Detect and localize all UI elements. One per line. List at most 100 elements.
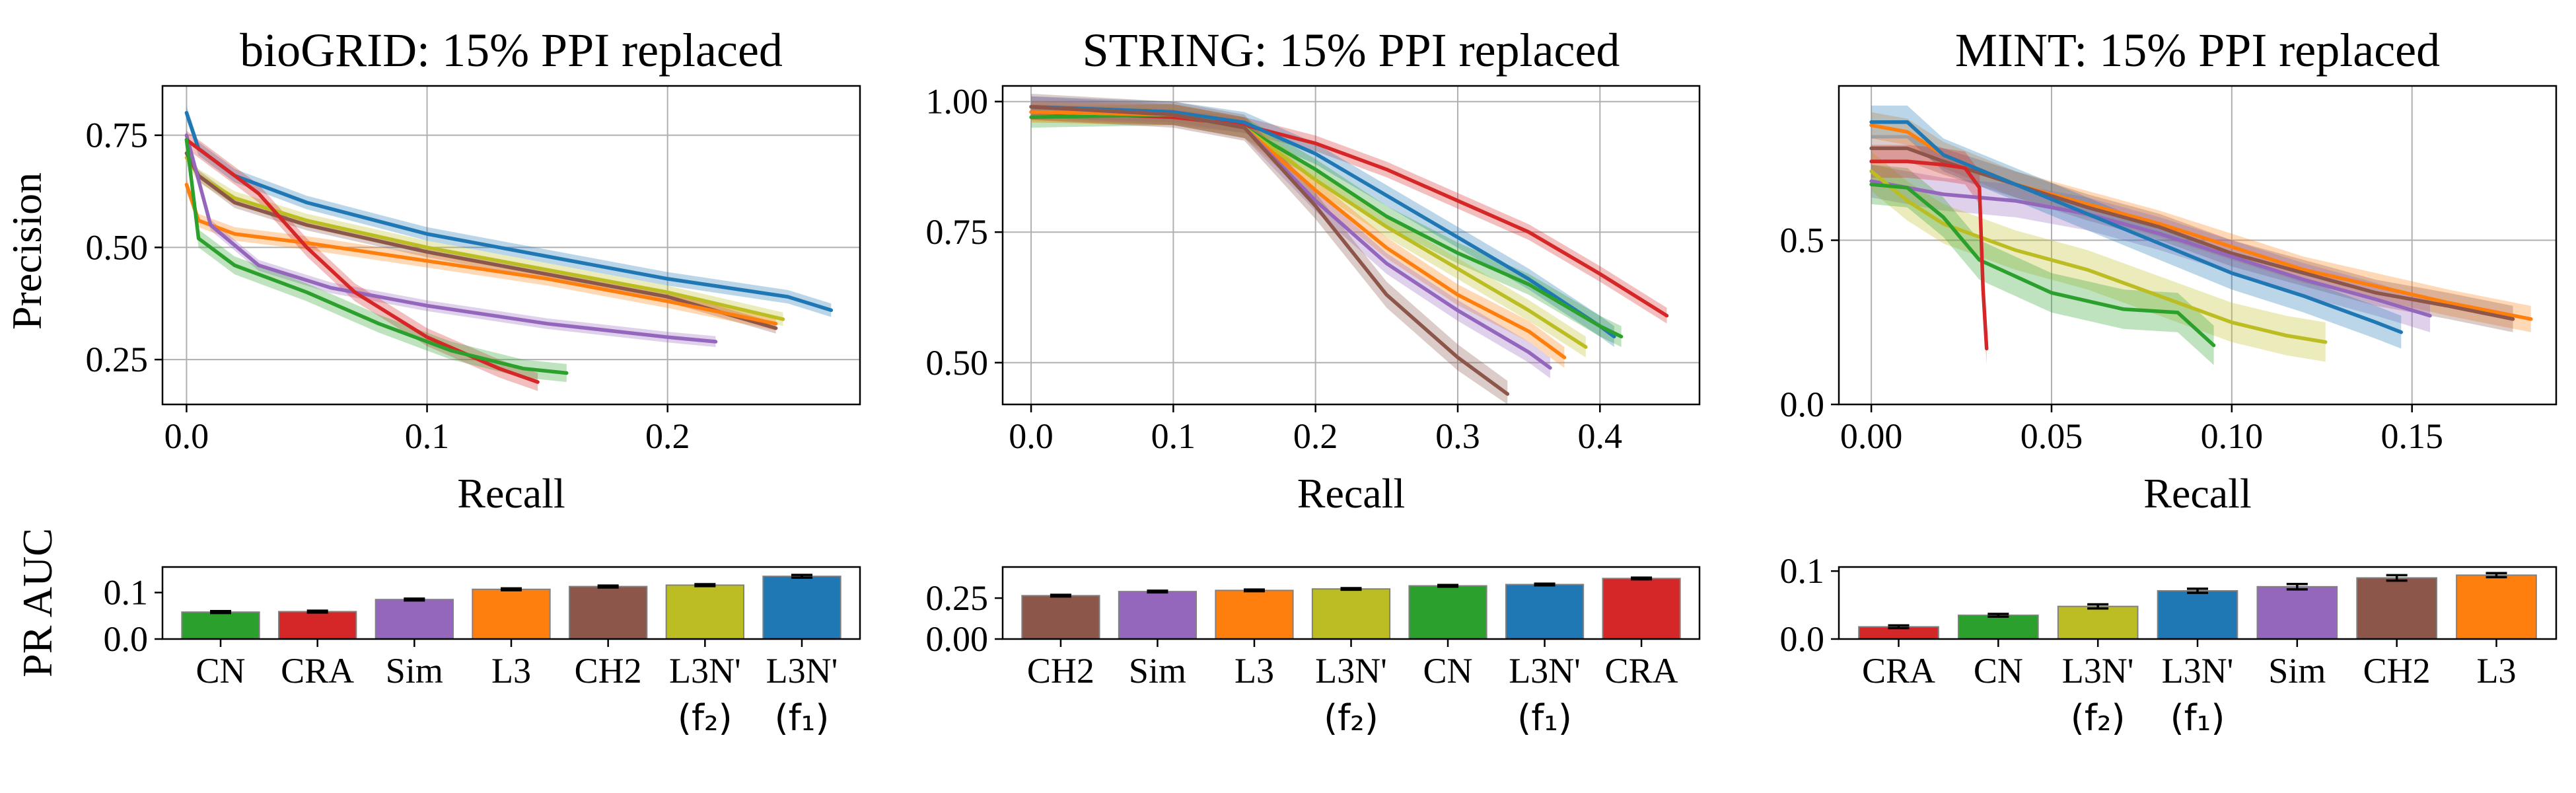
y-tick-label: 0.0 (1780, 385, 1825, 424)
bar-L3 (472, 588, 551, 640)
category-label-L3: L3 (491, 651, 531, 691)
bar-L3N1 (2157, 589, 2238, 640)
category-label-L3N1: L3N' (1509, 651, 1581, 691)
category-label-CN: CN (1974, 651, 2023, 691)
category-sublabel-L3N2: (f₂) (1324, 697, 1378, 739)
series-line-Sim (1869, 179, 2432, 318)
band-L3 (1871, 112, 2531, 332)
y-tick-label: 0.25 (86, 340, 149, 379)
category-label-CN: CN (1423, 651, 1473, 691)
bar-Sim (375, 599, 454, 640)
category-sublabel-L3N1: (f₁) (2170, 697, 2225, 739)
series-line-Sim (184, 133, 718, 344)
category-label-L3: L3 (2477, 651, 2517, 691)
y-tick-label: 0.75 (926, 212, 989, 252)
bar-CN (181, 611, 260, 640)
series-line-CH2 (1029, 104, 1510, 396)
bar-CH2 (1021, 595, 1100, 640)
x-axis-label: Recall (1297, 470, 1405, 517)
y-tick-label: 0.00 (926, 619, 989, 659)
x-tick-label: 0.00 (1840, 416, 1903, 456)
bar-L3N2 (1311, 588, 1391, 640)
x-axis-label: Recall (2143, 470, 2251, 517)
panel-title: MINT: 15% PPI replaced (1955, 24, 2440, 77)
series-line-L3 (184, 182, 778, 326)
y-tick-label: 0.25 (926, 578, 989, 618)
plot-frame (1838, 85, 2558, 406)
x-tick-label: 0.05 (2021, 416, 2083, 456)
y-tick-label: 0.0 (1780, 619, 1825, 659)
series-line-CRA (184, 137, 540, 384)
category-label-CRA: CRA (1605, 651, 1678, 691)
series-line-L3N2 (1869, 169, 2328, 344)
plot-frame (161, 85, 861, 406)
band-CH2 (186, 147, 776, 334)
bar-CH2 (569, 585, 648, 640)
bar-L3N1 (1505, 584, 1585, 640)
series-line-CN (184, 137, 569, 375)
x-tick-label: 0.1 (405, 416, 450, 456)
pr-auc-bar-panel-2: CRA CN L3N' (f₂) L3N' (f₁) Sim CH2 L3 0.0 0.1 (1780, 551, 2558, 739)
series-line-CRA (1869, 159, 1989, 351)
category-label-L3N1: L3N' (766, 651, 838, 691)
pr-auc-axis-label: PR AUC (14, 528, 61, 677)
category-label-CN: CN (196, 651, 245, 691)
bar-CH2 (2356, 577, 2437, 640)
x-tick-label: 0.3 (1435, 416, 1480, 456)
x-tick-label: 0.10 (2201, 416, 2264, 456)
category-label-CH2: CH2 (1027, 651, 1094, 691)
category-label-L3N1: L3N' (2162, 651, 2234, 691)
bar-L3N1 (762, 576, 841, 640)
series-line-L3N1 (1869, 120, 2404, 334)
y-tick-label: 0.50 (926, 343, 989, 383)
bar-Sim (2256, 585, 2338, 640)
band-L3N2 (186, 151, 783, 326)
panel-title: STRING: 15% PPI replaced (1083, 24, 1620, 77)
category-label-Sim: Sim (2268, 651, 2326, 691)
panel-title: bioGRID: 15% PPI replaced (240, 24, 783, 77)
band-CRA (1031, 104, 1667, 324)
series-line-CN (1869, 182, 2216, 348)
precision-axis-label: Precision (3, 172, 50, 330)
category-sublabel-L3N2: (f₂) (2071, 697, 2126, 739)
plot-frame (1001, 85, 1701, 406)
category-label-CH2: CH2 (2363, 651, 2431, 691)
x-tick-label: 0.0 (1009, 416, 1054, 456)
pr-curve-panel-2: 0.00 0.05 0.10 0.15 0.0 0.5 MINT: 15% PPI repl… (1780, 24, 2558, 517)
bar-Sim (1118, 591, 1198, 640)
bar-CRA (278, 611, 357, 640)
category-sublabel-L3N2: (f₂) (678, 697, 733, 739)
x-tick-label: 0.0 (164, 416, 209, 456)
pr-curve-panel-0: 0.0 0.1 0.2 0.25 0.50 0.75 bioGRID: 15% PPI re… (86, 24, 861, 517)
x-tick-label: 0.2 (1293, 416, 1338, 456)
pr-auc-bar-panel-0: CN CRA Sim L3 CH2 L3N' (f₂) L3N' (f₁) 0.0 0.1 (104, 566, 861, 739)
bar-L3 (2456, 574, 2537, 640)
series-line-L3 (1869, 123, 2533, 321)
band-L3N2 (1871, 151, 2326, 362)
category-label-Sim: Sim (1129, 651, 1186, 691)
category-label-Sim: Sim (386, 651, 443, 691)
pr-auc-bar-panel-1: CH2 Sim L3 L3N' (f₂) CN L3N' (f₁) CRA 0.000.25 (926, 566, 1701, 739)
y-tick-label: 0.50 (86, 227, 149, 267)
x-tick-label: 0.2 (645, 416, 690, 456)
category-label-L3N2: L3N' (2062, 651, 2134, 691)
bar-CN (1408, 585, 1487, 640)
category-label-CRA: CRA (1862, 651, 1935, 691)
bar-L3 (1215, 589, 1294, 640)
bar-CN (1958, 615, 2039, 640)
pr-curve-panel-1: 0.0 0.1 0.2 0.3 0.4 0.50 0.75 1.00 STRING: 15% P… (926, 24, 1701, 517)
y-tick-label: 0.0 (104, 619, 149, 659)
y-tick-label: 1.00 (926, 82, 989, 122)
band-L3N1 (186, 106, 832, 317)
bar-L3N2 (665, 584, 745, 640)
y-tick-label: 0.1 (1780, 551, 1825, 591)
bar-frame (1838, 566, 2558, 640)
x-axis-label: Recall (457, 470, 565, 517)
bar-CRA (1602, 578, 1681, 640)
series-line-CH2 (1869, 146, 2515, 321)
category-sublabel-L3N1: (f₁) (1517, 697, 1572, 739)
y-tick-label: 0.75 (86, 116, 149, 155)
y-tick-label: 0.1 (104, 573, 149, 613)
band-CN (1871, 165, 2214, 365)
